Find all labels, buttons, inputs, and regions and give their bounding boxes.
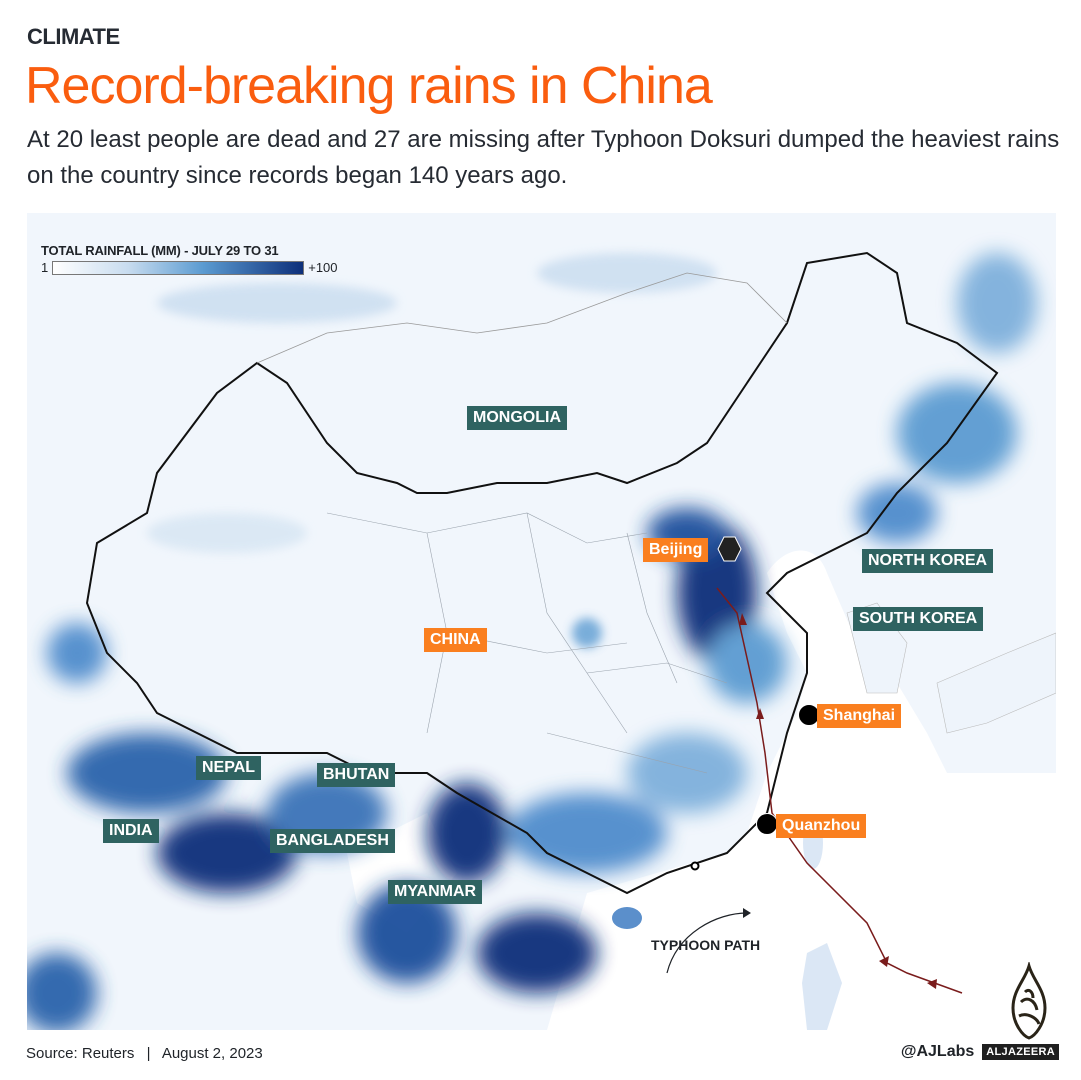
rainfall-map: TOTAL RAINFALL (MM) - JULY 29 TO 31 1 +1… (27, 213, 1056, 1030)
legend-gradient-bar (52, 260, 305, 275)
city-label-shanghai: Shanghai (817, 704, 902, 728)
label-myanmar: MYANMAR (388, 880, 483, 904)
city-label-quanzhou: Quanzhou (776, 814, 867, 838)
section-kicker: CLIMATE (27, 24, 120, 49)
footer-brand: @AJLabs ALJAZEERA (901, 1043, 1059, 1061)
source-text: Source: Reuters (26, 1045, 135, 1062)
legend-title: TOTAL RAINFALL (MM) - JULY 29 TO 31 (41, 243, 279, 258)
footer-source: Source: Reuters | August 2, 2023 (26, 1045, 263, 1062)
label-mongolia: MONGOLIA (467, 406, 567, 430)
aljazeera-logo-icon (1011, 962, 1047, 1040)
ajlabs-handle: @AJLabs (900, 1043, 975, 1060)
label-south-korea: SOUTH KOREA (853, 607, 984, 631)
city-marker-quanzhou (756, 813, 778, 835)
date-text: August 2, 2023 (161, 1045, 263, 1062)
label-china: CHINA (424, 628, 487, 652)
page-title: Record-breaking rains in China (25, 57, 713, 115)
label-nepal: NEPAL (196, 756, 262, 780)
typhoon-path-label: TYPHOON PATH (651, 937, 761, 953)
label-north-korea: NORTH KOREA (862, 549, 994, 573)
city-label-beijing: Beijing (643, 538, 709, 562)
label-bhutan: BHUTAN (317, 763, 396, 787)
label-india: INDIA (103, 819, 159, 843)
label-bangladesh: BANGLADESH (270, 829, 395, 853)
rainfall-legend: TOTAL RAINFALL (MM) - JULY 29 TO 31 1 +1… (41, 243, 338, 275)
aljazeera-wordmark: ALJAZEERA (982, 1044, 1059, 1060)
footer-separator: | (146, 1045, 151, 1062)
legend-min-label: 1 (41, 260, 49, 275)
subtitle: At 20 least people are dead and 27 are m… (27, 126, 1060, 189)
legend-max-label: +100 (308, 260, 338, 275)
